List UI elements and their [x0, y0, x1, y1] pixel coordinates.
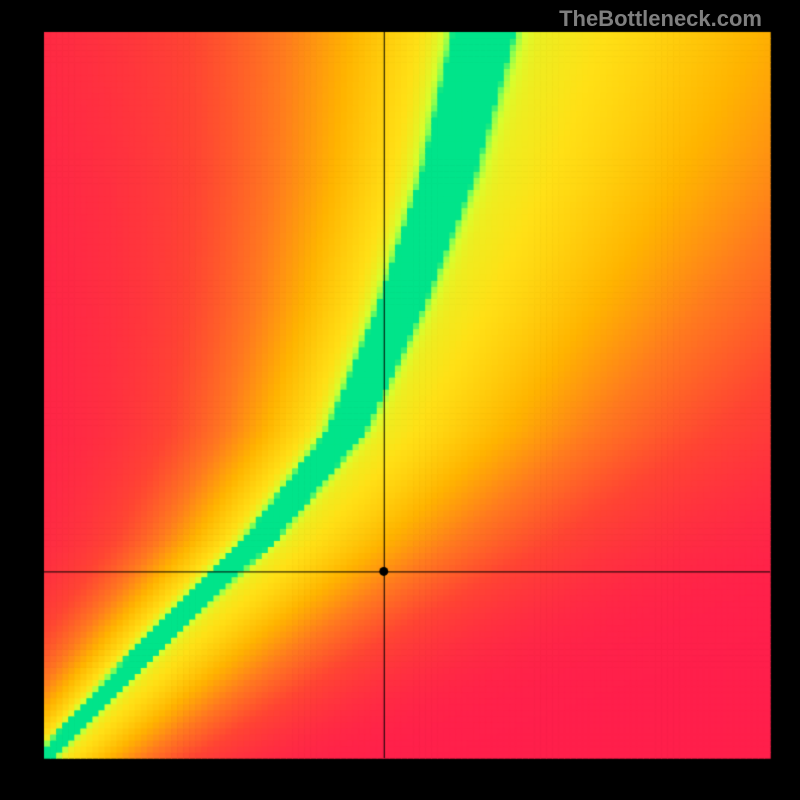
bottleneck-heatmap — [0, 0, 800, 800]
watermark-text: TheBottleneck.com — [559, 6, 762, 32]
